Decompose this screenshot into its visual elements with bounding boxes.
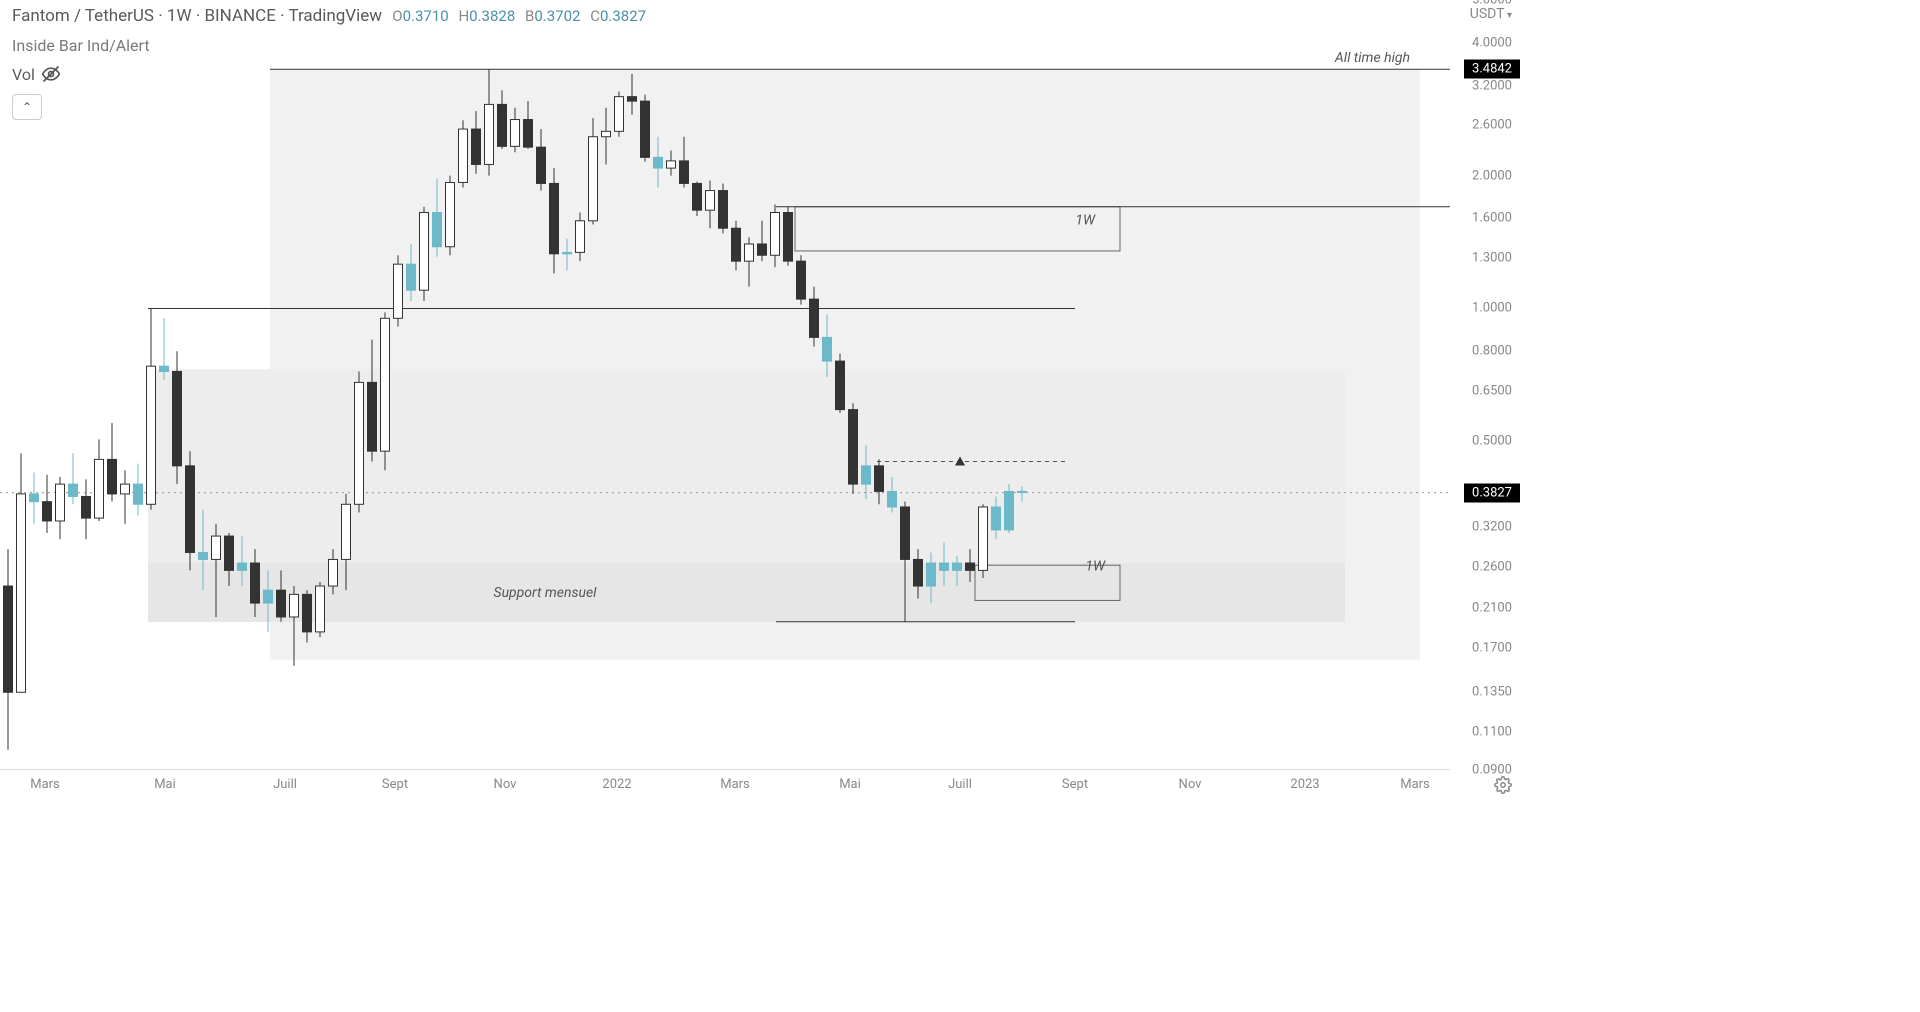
- y-tick: 2.0000: [1472, 168, 1512, 183]
- x-tick: Mai: [839, 777, 861, 792]
- x-tick: Mars: [30, 777, 60, 792]
- y-tick: 0.1100: [1472, 724, 1512, 739]
- y-tick: 5.0000: [1472, 0, 1512, 8]
- x-tick: Juill: [273, 777, 297, 792]
- chart-area[interactable]: All time high Support mensuel 1W 1W: [0, 0, 1450, 770]
- x-axis[interactable]: Mars Mai Juill Sept Nov 2022 Mars Mai Juill Sept N…: [0, 769, 1450, 800]
- y-tick: 0.6500: [1472, 384, 1512, 399]
- price-tag: 3.4842: [1464, 60, 1520, 79]
- x-tick: 2022: [602, 777, 631, 792]
- y-tick: 2.6000: [1472, 118, 1512, 133]
- y-tick: 4.0000: [1472, 35, 1512, 50]
- x-tick: Juill: [948, 777, 972, 792]
- x-tick: Mars: [720, 777, 750, 792]
- y-axis[interactable]: 5.0000 4.0000 3.2000 2.6000 2.0000 1.6000 1.30…: [1450, 0, 1520, 770]
- x-tick: Mai: [154, 777, 176, 792]
- candlestick-chart[interactable]: All time high Support mensuel 1W 1W: [0, 0, 1450, 770]
- svg-text:1W: 1W: [1085, 558, 1106, 574]
- y-tick: 0.3200: [1472, 519, 1512, 534]
- y-tick: 1.6000: [1472, 211, 1512, 226]
- y-tick: 1.0000: [1472, 301, 1512, 316]
- y-tick: 0.2600: [1472, 559, 1512, 574]
- y-tick: 0.1700: [1472, 641, 1512, 656]
- y-tick: 1.3000: [1472, 251, 1512, 266]
- gear-icon[interactable]: [1494, 776, 1512, 794]
- x-tick: Mars: [1400, 777, 1430, 792]
- y-tick: 0.1350: [1472, 685, 1512, 700]
- y-tick: 0.8000: [1472, 344, 1512, 359]
- y-tick: 3.2000: [1472, 78, 1512, 93]
- price-tag: 0.3827: [1464, 483, 1520, 502]
- svg-text:All time high: All time high: [1334, 50, 1410, 66]
- svg-text:1W: 1W: [1075, 212, 1096, 228]
- x-tick: Sept: [382, 777, 408, 792]
- x-tick: Nov: [494, 777, 517, 792]
- x-tick: 2023: [1290, 777, 1319, 792]
- svg-text:Support mensuel: Support mensuel: [494, 585, 598, 601]
- y-tick: 0.5000: [1472, 434, 1512, 449]
- x-tick: Sept: [1062, 777, 1088, 792]
- y-tick: 0.2100: [1472, 600, 1512, 615]
- x-tick: Nov: [1179, 777, 1202, 792]
